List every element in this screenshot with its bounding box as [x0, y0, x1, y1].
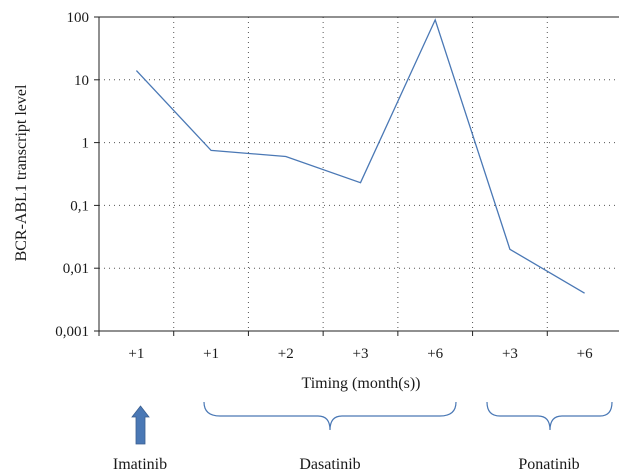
y-tick-label: 10: [74, 73, 89, 89]
x-tick-label: +3: [502, 346, 518, 362]
y-axis-label: BCR-ABL1 transcript level: [13, 84, 30, 261]
x-tick-label: +6: [427, 346, 443, 362]
treatment-label-ponatinib: Ponatinib: [518, 456, 579, 473]
x-tick-label: +1: [128, 346, 144, 362]
y-tick-label: 0,001: [55, 324, 89, 340]
grid-lines: [99, 17, 619, 331]
x-tick-label: +3: [353, 346, 369, 362]
x-axis-label: Timing (month(s)): [302, 375, 421, 392]
y-tick-label: 0,01: [63, 261, 89, 277]
ponatinib-brace: [486, 401, 613, 431]
y-axis-ticks: 0,001 0,01 0,1 1 10 100: [55, 10, 99, 340]
x-axis-ticks: +1 +1 +2 +3 +6 +3 +6: [98, 331, 593, 362]
treatment-label-dasatinib: Dasatinib: [299, 456, 360, 473]
x-tick-label: +1: [203, 346, 219, 362]
plot-area: [98, 16, 619, 332]
imatinib-arrow-icon: [131, 405, 150, 445]
treatment-label-imatinib: Imatinib: [113, 456, 167, 473]
dasatinib-brace: [203, 401, 457, 431]
x-tick-label: +2: [278, 346, 294, 362]
y-tick-label: 100: [67, 10, 90, 26]
y-tick-label: 0,1: [70, 198, 89, 214]
x-tick-label: +6: [577, 346, 593, 362]
y-tick-label: 1: [82, 136, 90, 152]
series-line: [135, 18, 585, 294]
